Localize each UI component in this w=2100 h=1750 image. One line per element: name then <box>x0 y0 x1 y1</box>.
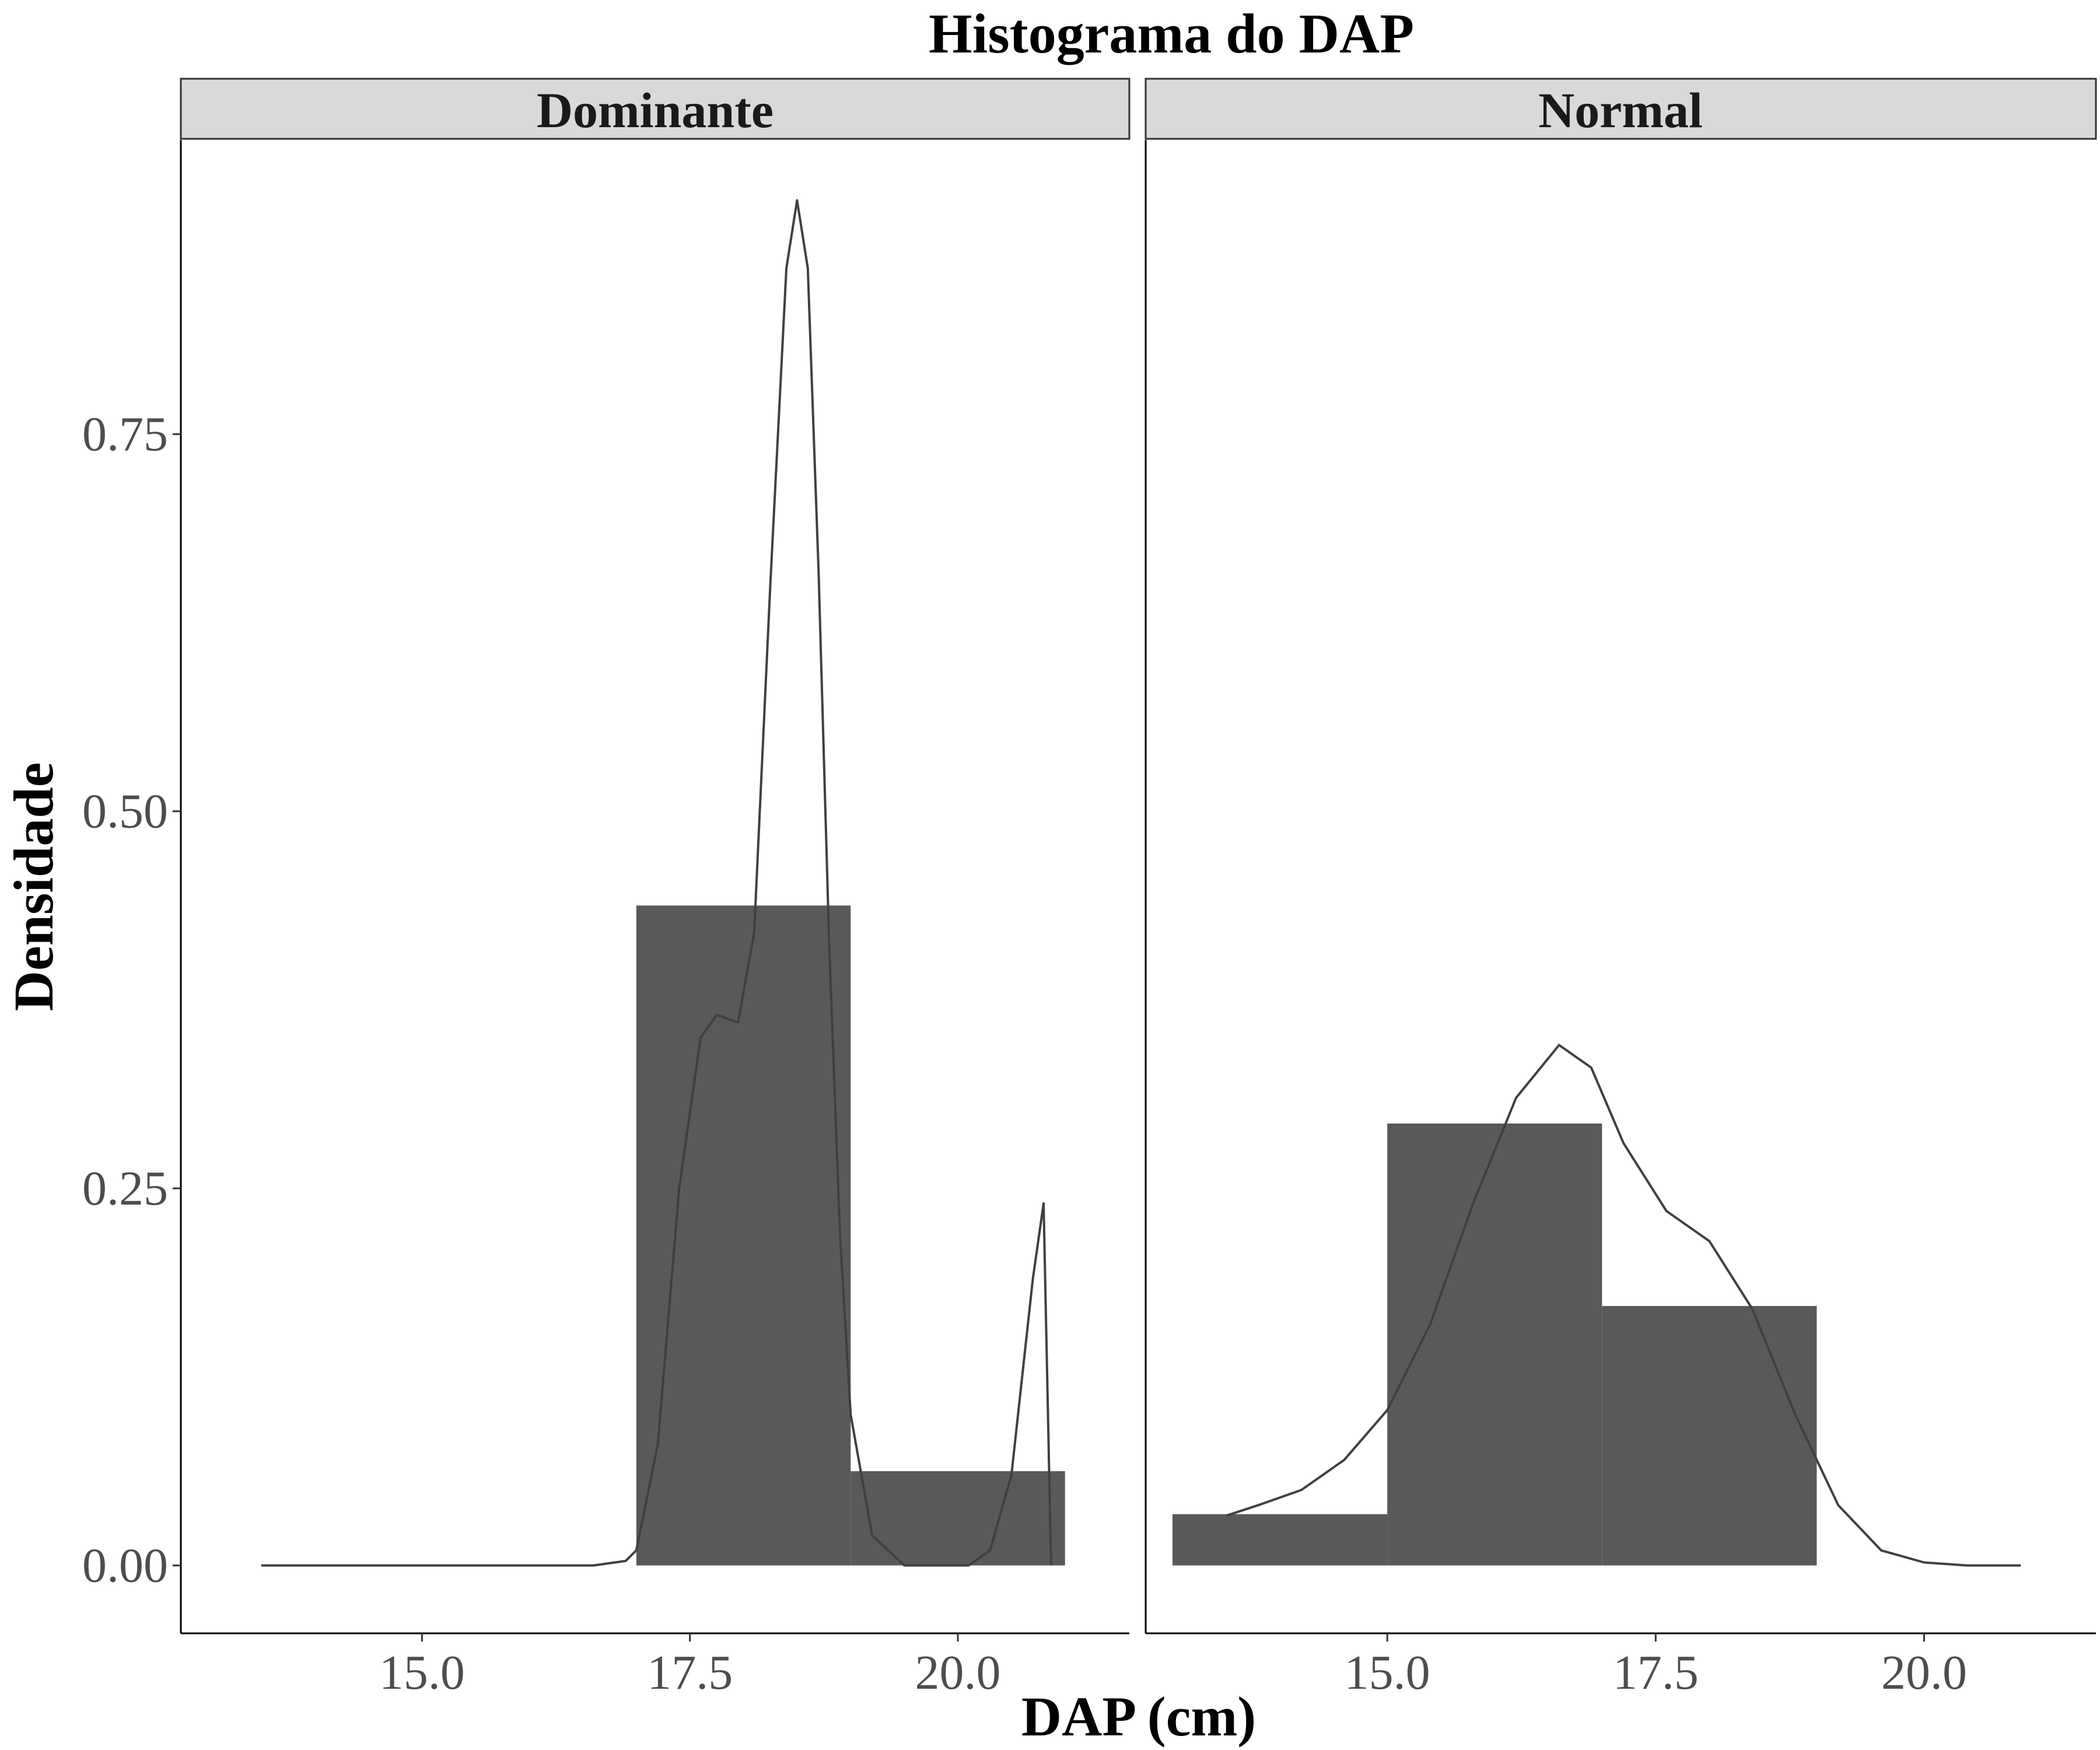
y-tick-label-3: 0.75 <box>82 407 168 461</box>
histogram-bar-normal-2 <box>1602 1306 1817 1566</box>
histogram-bar-normal-0 <box>1172 1514 1388 1566</box>
x-tick-label-normal-1: 17.5 <box>1613 1646 1699 1700</box>
x-tick-label-dominante-1: 17.5 <box>647 1646 733 1700</box>
chart-title: Histograma do DAP <box>929 2 1414 65</box>
density-curve-dominante <box>261 199 1052 1567</box>
y-tick-label-2: 0.50 <box>82 785 168 839</box>
x-axis-title: DAP (cm) <box>1021 1685 1256 1748</box>
y-tick-label-0: 0.00 <box>82 1539 168 1593</box>
facet-panel-normal: Normal <box>1144 78 2097 1634</box>
facet-label-normal: Normal <box>1538 82 1703 138</box>
facet-plot-area-dominante <box>180 140 1129 1634</box>
y-axis-title: Densidade <box>2 762 65 1012</box>
density-curve-normal <box>1226 1044 2021 1567</box>
x-tick-label-dominante-0: 15.0 <box>379 1646 465 1700</box>
histogram-bar-dominante-1 <box>850 1471 1065 1566</box>
x-axis: 15.0 17.5 20.0 15.0 17.5 20.0 <box>379 1633 1967 1700</box>
x-tick-label-dominante-2: 20.0 <box>915 1646 1001 1700</box>
facet-strip-dominante <box>180 78 1130 140</box>
facet-label-dominante: Dominante <box>537 82 774 138</box>
x-tick-label-normal-2: 20.0 <box>1881 1646 1967 1700</box>
facet-panel-dominante: Dominante <box>180 78 1130 1634</box>
y-axis: 0.00 0.25 0.50 0.75 <box>82 407 181 1593</box>
y-tick-label-1: 0.25 <box>82 1161 168 1216</box>
facet-plot-area-normal <box>1144 140 2096 1634</box>
histogram-bar-normal-1 <box>1387 1123 1602 1566</box>
facet-strip-normal <box>1144 78 2097 140</box>
histogram-bar-dominante-0 <box>636 905 851 1566</box>
x-tick-label-normal-0: 15.0 <box>1345 1646 1430 1700</box>
